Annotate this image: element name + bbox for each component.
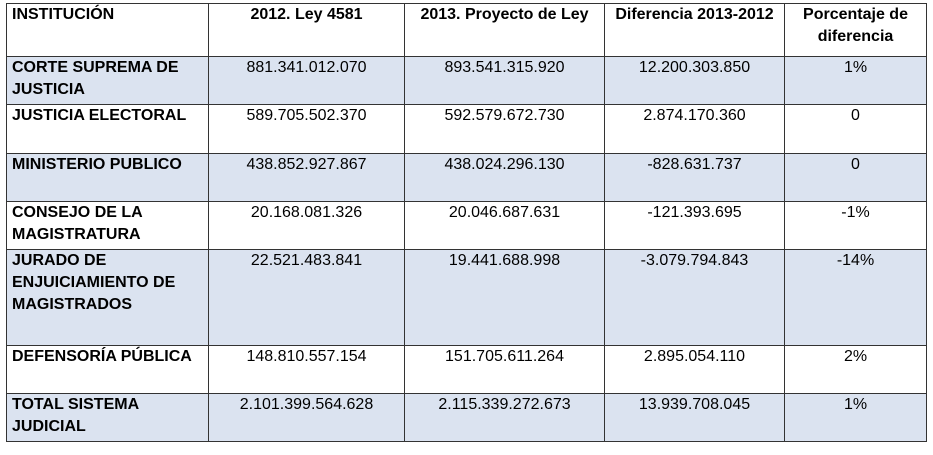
percentage-cell: -1% xyxy=(784,201,927,250)
value-2012-cell: 20.168.081.326 xyxy=(208,201,405,250)
percentage-cell: 0 xyxy=(784,104,927,154)
header-institucion: INSTITUCIÓN xyxy=(6,3,209,57)
difference-cell: 2.874.170.360 xyxy=(604,104,785,154)
value-2012-cell: 438.852.927.867 xyxy=(208,153,405,202)
difference-cell: 12.200.303.850 xyxy=(604,56,785,105)
difference-cell: -3.079.794.843 xyxy=(604,249,785,346)
value-2013-cell: 20.046.687.631 xyxy=(404,201,605,250)
table-row: JURADO DE ENJUICIAMIENTO DE MAGISTRADOS … xyxy=(6,249,927,346)
total-row: TOTAL SISTEMA JUDICIAL 2.101.399.564.628… xyxy=(6,393,927,442)
table-row: CORTE SUPREMA DE JUSTICIA 881.341.012.07… xyxy=(6,56,927,105)
institution-cell: JURADO DE ENJUICIAMIENTO DE MAGISTRADOS xyxy=(6,249,209,346)
header-2013: 2013. Proyecto de Ley xyxy=(404,3,605,57)
table-row: JUSTICIA ELECTORAL 589.705.502.370 592.5… xyxy=(6,104,927,154)
value-2013-cell: 2.115.339.272.673 xyxy=(404,393,605,442)
table-row: MINISTERIO PUBLICO 438.852.927.867 438.0… xyxy=(6,153,927,202)
header-porcentaje: Porcentaje de diferencia xyxy=(784,3,927,57)
percentage-cell: 2% xyxy=(784,345,927,394)
institution-cell: DEFENSORÍA PÚBLICA xyxy=(6,345,209,394)
percentage-cell: 1% xyxy=(784,393,927,442)
institution-cell: JUSTICIA ELECTORAL xyxy=(6,104,209,154)
value-2012-cell: 881.341.012.070 xyxy=(208,56,405,105)
table-row: CONSEJO DE LA MAGISTRATURA 20.168.081.32… xyxy=(6,201,927,250)
value-2013-cell: 592.579.672.730 xyxy=(404,104,605,154)
institution-cell: MINISTERIO PUBLICO xyxy=(6,153,209,202)
percentage-cell: 1% xyxy=(784,56,927,105)
institution-cell: TOTAL SISTEMA JUDICIAL xyxy=(6,393,209,442)
difference-cell: 13.939.708.045 xyxy=(604,393,785,442)
table-row: DEFENSORÍA PÚBLICA 148.810.557.154 151.7… xyxy=(6,345,927,394)
value-2012-cell: 22.521.483.841 xyxy=(208,249,405,346)
value-2013-cell: 893.541.315.920 xyxy=(404,56,605,105)
header-diferencia: Diferencia 2013-2012 xyxy=(604,3,785,57)
percentage-cell: 0 xyxy=(784,153,927,202)
difference-cell: 2.895.054.110 xyxy=(604,345,785,394)
institution-cell: CONSEJO DE LA MAGISTRATURA xyxy=(6,201,209,250)
difference-cell: -828.631.737 xyxy=(604,153,785,202)
budget-table: INSTITUCIÓN 2012. Ley 4581 2013. Proyect… xyxy=(6,3,927,442)
value-2012-cell: 2.101.399.564.628 xyxy=(208,393,405,442)
header-row: INSTITUCIÓN 2012. Ley 4581 2013. Proyect… xyxy=(6,3,927,57)
value-2012-cell: 148.810.557.154 xyxy=(208,345,405,394)
value-2012-cell: 589.705.502.370 xyxy=(208,104,405,154)
header-2012: 2012. Ley 4581 xyxy=(208,3,405,57)
difference-cell: -121.393.695 xyxy=(604,201,785,250)
institution-cell: CORTE SUPREMA DE JUSTICIA xyxy=(6,56,209,105)
value-2013-cell: 438.024.296.130 xyxy=(404,153,605,202)
percentage-cell: -14% xyxy=(784,249,927,346)
value-2013-cell: 151.705.611.264 xyxy=(404,345,605,394)
value-2013-cell: 19.441.688.998 xyxy=(404,249,605,346)
